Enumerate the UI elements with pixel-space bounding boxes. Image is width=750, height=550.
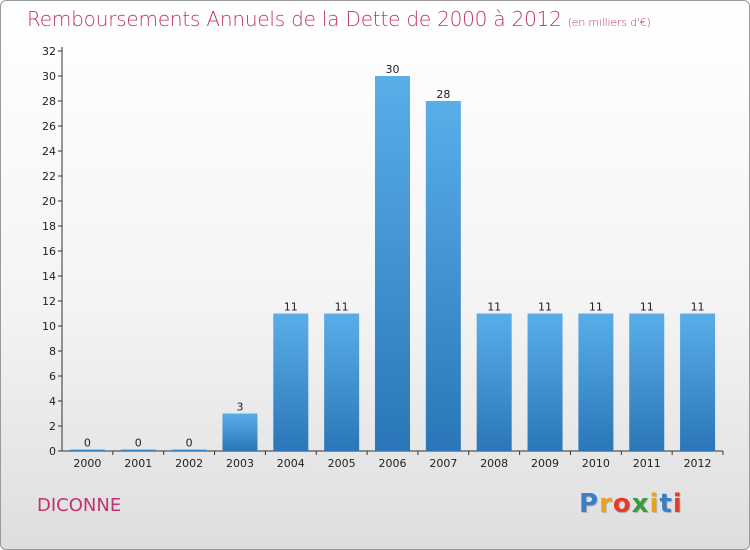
data-label-2006: 30	[386, 63, 400, 76]
bar-2009	[527, 313, 563, 451]
logo-letter: t	[659, 489, 673, 519]
proxiti-logo: Proxiti	[579, 489, 683, 519]
x-tick-label: 2001	[124, 457, 152, 470]
x-tick-label: 2003	[226, 457, 254, 470]
data-label-2009: 11	[538, 301, 552, 314]
logo-letter: P	[579, 489, 600, 519]
bar-2010	[578, 313, 614, 451]
data-label-2003: 3	[236, 401, 243, 414]
bar-2000	[69, 449, 105, 451]
x-tick-label: 2011	[633, 457, 661, 470]
chart-title: Remboursements Annuels de la Dette de 20…	[27, 7, 651, 31]
y-tick-label: 16	[42, 245, 56, 258]
bar-2011	[629, 313, 665, 451]
x-tick-label: 2009	[531, 457, 559, 470]
data-label-2001: 0	[135, 437, 142, 450]
data-label-2011: 11	[640, 301, 654, 314]
y-tick-label: 20	[42, 195, 56, 208]
bar-2003	[222, 413, 258, 451]
bar-2006	[375, 76, 410, 451]
y-tick-label: 28	[42, 95, 56, 108]
y-tick-label: 24	[42, 145, 56, 158]
bar-2012	[680, 313, 716, 451]
y-tick-label: 4	[49, 395, 56, 408]
y-tick-label: 30	[42, 70, 56, 83]
y-tick-label: 6	[49, 370, 56, 383]
data-label-2012: 11	[691, 301, 705, 314]
logo-letter: x	[631, 489, 650, 519]
bar-2002	[171, 449, 207, 451]
y-tick-label: 0	[49, 445, 56, 458]
x-tick-label: 2000	[73, 457, 101, 470]
logo-letter: i	[649, 489, 660, 519]
y-tick-label: 18	[42, 220, 56, 233]
data-labels: 0 0 0 3 11 11 30 28 11 11 11 11 11	[84, 63, 705, 450]
x-tick-label: 2010	[582, 457, 610, 470]
logo-letter: i	[672, 489, 683, 519]
data-label-2002: 0	[186, 437, 193, 450]
x-tick-label: 2012	[684, 457, 712, 470]
bar-2007	[425, 101, 461, 451]
x-tick-label: 2005	[328, 457, 356, 470]
x-tick-label: 2006	[379, 457, 407, 470]
data-label-2004: 11	[284, 301, 298, 314]
bar-2005	[324, 313, 360, 451]
x-tick-label: 2008	[480, 457, 508, 470]
bar-2008	[476, 313, 512, 451]
y-tick-label: 10	[42, 320, 56, 333]
y-tick-label: 2	[49, 420, 56, 433]
bar-2001	[120, 449, 156, 451]
chart-title-text: Remboursements Annuels de la Dette de 20…	[27, 7, 562, 31]
data-label-2000: 0	[84, 437, 91, 450]
bar-2004	[273, 313, 309, 451]
logo-letter: r	[599, 489, 613, 519]
x-tick-label: 2007	[429, 457, 457, 470]
y-tick-label: 22	[42, 170, 56, 183]
commune-name: DICONNE	[37, 495, 122, 516]
y-tick-label: 26	[42, 120, 56, 133]
y-tick-label: 12	[42, 295, 56, 308]
bars	[69, 76, 716, 451]
logo-letter: o	[612, 489, 632, 519]
x-tick-label: 2002	[175, 457, 203, 470]
y-tick-label: 8	[49, 345, 56, 358]
data-label-2010: 11	[589, 301, 603, 314]
data-label-2007: 28	[436, 88, 450, 101]
unit-note: (en milliers d'€)	[567, 16, 651, 29]
y-tick-label: 14	[42, 270, 56, 283]
x-tick-label: 2004	[277, 457, 305, 470]
data-label-2008: 11	[487, 301, 501, 314]
y-tick-label: 32	[42, 45, 56, 58]
data-label-2005: 11	[335, 301, 349, 314]
